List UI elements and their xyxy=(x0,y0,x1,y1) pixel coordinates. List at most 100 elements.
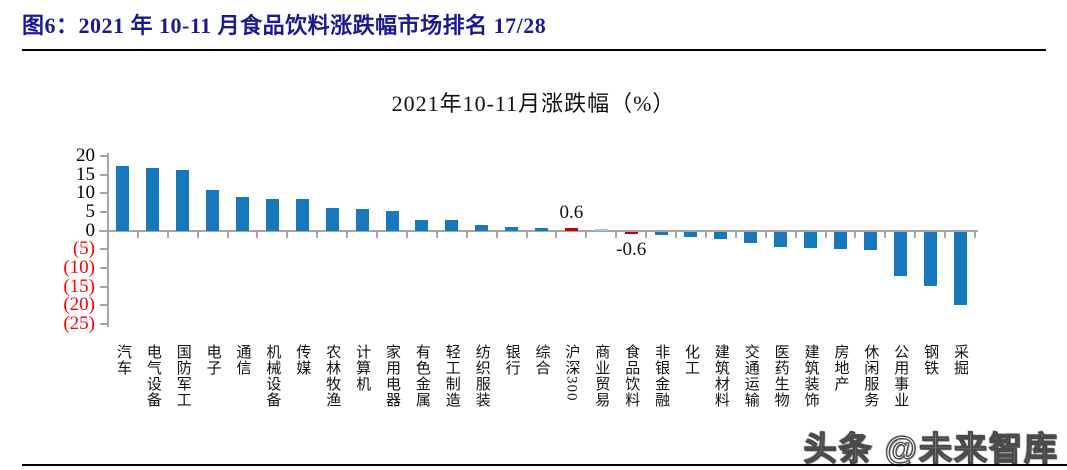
bar-传媒 xyxy=(295,199,309,231)
y-axis-tick-label: (10) xyxy=(63,257,95,279)
bar-化工 xyxy=(684,231,698,238)
category-label-非银金融: 非银金融 xyxy=(653,344,670,408)
bar-建筑材料 xyxy=(714,231,728,239)
y-axis-tick xyxy=(100,304,108,307)
category-label-建筑装饰: 建筑装饰 xyxy=(802,344,819,408)
x-axis-tick xyxy=(286,231,289,238)
category-label-机械设备: 机械设备 xyxy=(264,344,281,408)
x-axis-tick xyxy=(495,231,498,238)
bar-公用事业 xyxy=(893,231,907,276)
bar-家用电器 xyxy=(385,211,399,231)
x-axis-tick xyxy=(854,231,857,238)
category-label-钢铁: 钢铁 xyxy=(922,344,939,376)
category-label-医药生物: 医药生物 xyxy=(772,344,789,408)
x-axis-tick xyxy=(376,231,379,238)
category-label-计算机: 计算机 xyxy=(354,344,371,392)
x-axis-tick xyxy=(136,231,139,238)
y-axis-tick-label: 20 xyxy=(76,145,95,167)
category-label-银行: 银行 xyxy=(503,344,520,376)
x-axis-tick xyxy=(675,231,678,238)
x-axis-tick xyxy=(346,231,349,238)
bar-汽车 xyxy=(116,166,130,231)
x-axis-tick xyxy=(256,231,259,238)
x-axis-tick xyxy=(166,231,169,238)
chart-title: 2021年10-11月涨跌幅（%） xyxy=(391,91,676,116)
x-axis-tick xyxy=(226,231,229,238)
category-label-交通运输: 交通运输 xyxy=(742,344,759,408)
caption-divider xyxy=(22,49,1046,51)
category-label-传媒: 传媒 xyxy=(294,344,311,376)
bar-轻工制造 xyxy=(445,220,459,231)
category-label-综合: 综合 xyxy=(533,344,550,376)
category-label-沪深300: 沪深300 xyxy=(563,344,580,402)
bar-银行 xyxy=(505,227,519,231)
bar-建筑装饰 xyxy=(804,231,818,249)
y-axis-tick xyxy=(100,248,108,251)
data-label-食品饮料: -0.6 xyxy=(616,238,647,260)
bar-纺织服装 xyxy=(475,224,489,231)
figure-caption: 图6：2021 年 10-11 月食品饮料涨跌幅市场排名 17/28 xyxy=(22,13,547,38)
bar-国防军工 xyxy=(176,169,190,231)
y-axis-line xyxy=(106,153,109,328)
category-label-纺织服装: 纺织服装 xyxy=(473,344,490,408)
x-axis-tick xyxy=(794,231,797,238)
y-axis-tick xyxy=(100,267,108,270)
bar-有色金属 xyxy=(415,219,429,231)
category-label-汽车: 汽车 xyxy=(114,344,131,376)
x-axis-tick xyxy=(645,231,648,238)
x-axis-tick xyxy=(465,231,468,238)
x-axis-tick xyxy=(107,231,109,238)
x-axis-tick xyxy=(824,231,827,238)
y-axis-tick-label: 15 xyxy=(76,163,95,185)
category-label-农林牧渔: 农林牧渔 xyxy=(324,344,341,408)
category-label-家用电器: 家用电器 xyxy=(384,344,401,408)
bar-计算机 xyxy=(355,209,369,231)
y-axis-tick xyxy=(100,155,108,158)
x-axis-tick xyxy=(555,231,558,238)
y-axis-tick-label: (25) xyxy=(63,313,95,335)
category-label-建筑材料: 建筑材料 xyxy=(712,344,729,408)
category-label-公用事业: 公用事业 xyxy=(892,344,909,408)
y-axis-tick xyxy=(100,229,108,232)
y-axis-tick-label: 5 xyxy=(85,201,96,223)
bar-农林牧渔 xyxy=(325,208,339,231)
bar-食品饮料 xyxy=(624,231,638,235)
x-axis-tick xyxy=(615,231,618,238)
bar-电气设备 xyxy=(146,167,160,231)
y-axis-tick xyxy=(100,285,108,288)
bar-机械设备 xyxy=(265,198,279,231)
x-axis-tick xyxy=(196,231,199,238)
bar-通信 xyxy=(236,197,250,231)
x-axis-tick xyxy=(914,231,917,238)
category-label-电气设备: 电气设备 xyxy=(144,344,161,408)
bar-采掘 xyxy=(953,231,967,305)
y-axis-tick xyxy=(100,173,108,176)
y-axis-tick-label: 0 xyxy=(85,219,96,241)
category-label-房地产: 房地产 xyxy=(832,344,849,392)
bar-房地产 xyxy=(833,231,847,250)
category-label-通信: 通信 xyxy=(234,344,251,376)
y-axis-tick-label: (20) xyxy=(63,294,95,316)
bar-非银金融 xyxy=(654,231,668,235)
x-axis-tick xyxy=(405,231,408,238)
watermark: 头条 @未来智库 xyxy=(803,429,1059,467)
category-label-化工: 化工 xyxy=(682,344,699,376)
y-axis-tick-label: (15) xyxy=(63,275,95,297)
x-axis-tick xyxy=(764,231,767,238)
category-label-食品饮料: 食品饮料 xyxy=(623,344,640,408)
category-label-电子: 电子 xyxy=(204,344,221,376)
y-axis-tick xyxy=(100,192,108,195)
y-axis-tick xyxy=(100,211,108,214)
x-axis-line xyxy=(99,229,978,233)
category-label-国防军工: 国防军工 xyxy=(174,344,191,408)
x-axis-tick xyxy=(704,231,707,238)
x-axis-tick xyxy=(435,231,438,238)
category-label-休闲服务: 休闲服务 xyxy=(862,344,879,408)
category-label-采掘: 采掘 xyxy=(952,344,969,376)
bar-沪深300 xyxy=(564,228,578,231)
bar-电子 xyxy=(206,190,220,231)
bar-商业贸易 xyxy=(594,229,608,231)
x-axis-tick xyxy=(585,231,588,238)
y-axis-tick xyxy=(100,323,108,326)
x-axis-tick xyxy=(944,231,947,238)
